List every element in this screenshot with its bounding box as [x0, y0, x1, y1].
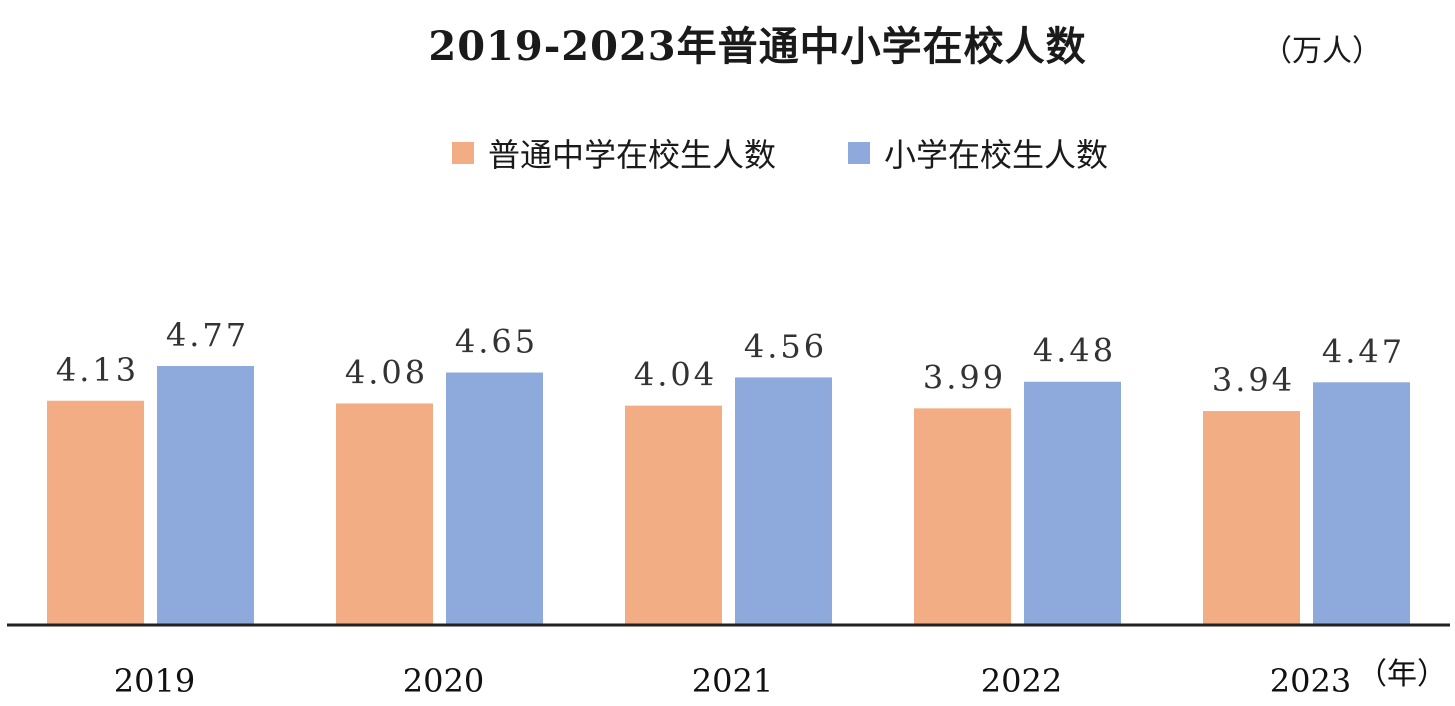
- value-label-secondary-school-2023: 3.94: [1212, 361, 1295, 399]
- legend-label-secondary-school: 普通中学在校生人数: [487, 136, 776, 174]
- bar-primary-school-2021[interactable]: [735, 377, 832, 625]
- bar-primary-school-2019[interactable]: [157, 366, 254, 625]
- x-tick-label-2022: 2022: [981, 662, 1062, 700]
- legend-swatch-secondary-school: [451, 142, 474, 164]
- bar-primary-school-2020[interactable]: [446, 372, 543, 625]
- x-tick-label-2020: 2020: [403, 662, 484, 700]
- bar-secondary-school-2022[interactable]: [914, 408, 1011, 625]
- value-label-primary-school-2020: 4.65: [455, 323, 538, 361]
- bar-secondary-school-2023[interactable]: [1203, 411, 1300, 625]
- bar-secondary-school-2021[interactable]: [625, 405, 722, 625]
- value-label-primary-school-2022: 4.48: [1033, 332, 1116, 370]
- x-tick-label-2023: 2023: [1270, 662, 1351, 700]
- value-label-primary-school-2019: 4.77: [166, 316, 249, 354]
- bar-primary-school-2023[interactable]: [1313, 382, 1410, 625]
- legend-label-primary-school: 小学在校生人数: [884, 136, 1109, 174]
- x-axis-unit-label: （年）: [1357, 657, 1447, 692]
- bar-secondary-school-2019[interactable]: [47, 400, 144, 625]
- unit-label: （万人）: [1262, 34, 1382, 69]
- legend-item-primary-school[interactable]: 小学在校生人数: [848, 130, 1108, 176]
- chart-title: 2019-2023年普通中小学在校人数: [428, 23, 1087, 70]
- value-label-secondary-school-2021: 4.04: [634, 356, 717, 394]
- x-tick-label-2021: 2021: [692, 662, 773, 700]
- bar-primary-school-2022[interactable]: [1024, 381, 1121, 625]
- value-label-primary-school-2023: 4.47: [1322, 332, 1405, 370]
- value-label-secondary-school-2022: 3.99: [923, 358, 1006, 396]
- bar-secondary-school-2020[interactable]: [336, 403, 433, 625]
- value-label-primary-school-2021: 4.56: [744, 327, 827, 365]
- legend-item-secondary-school[interactable]: 普通中学在校生人数: [451, 130, 776, 176]
- value-label-secondary-school-2019: 4.13: [56, 351, 139, 389]
- x-tick-label-2019: 2019: [114, 662, 195, 700]
- value-label-secondary-school-2020: 4.08: [345, 353, 428, 391]
- legend: 普通中学在校生人数 小学在校生人数: [0, 130, 1455, 176]
- legend-swatch-primary-school: [848, 142, 870, 164]
